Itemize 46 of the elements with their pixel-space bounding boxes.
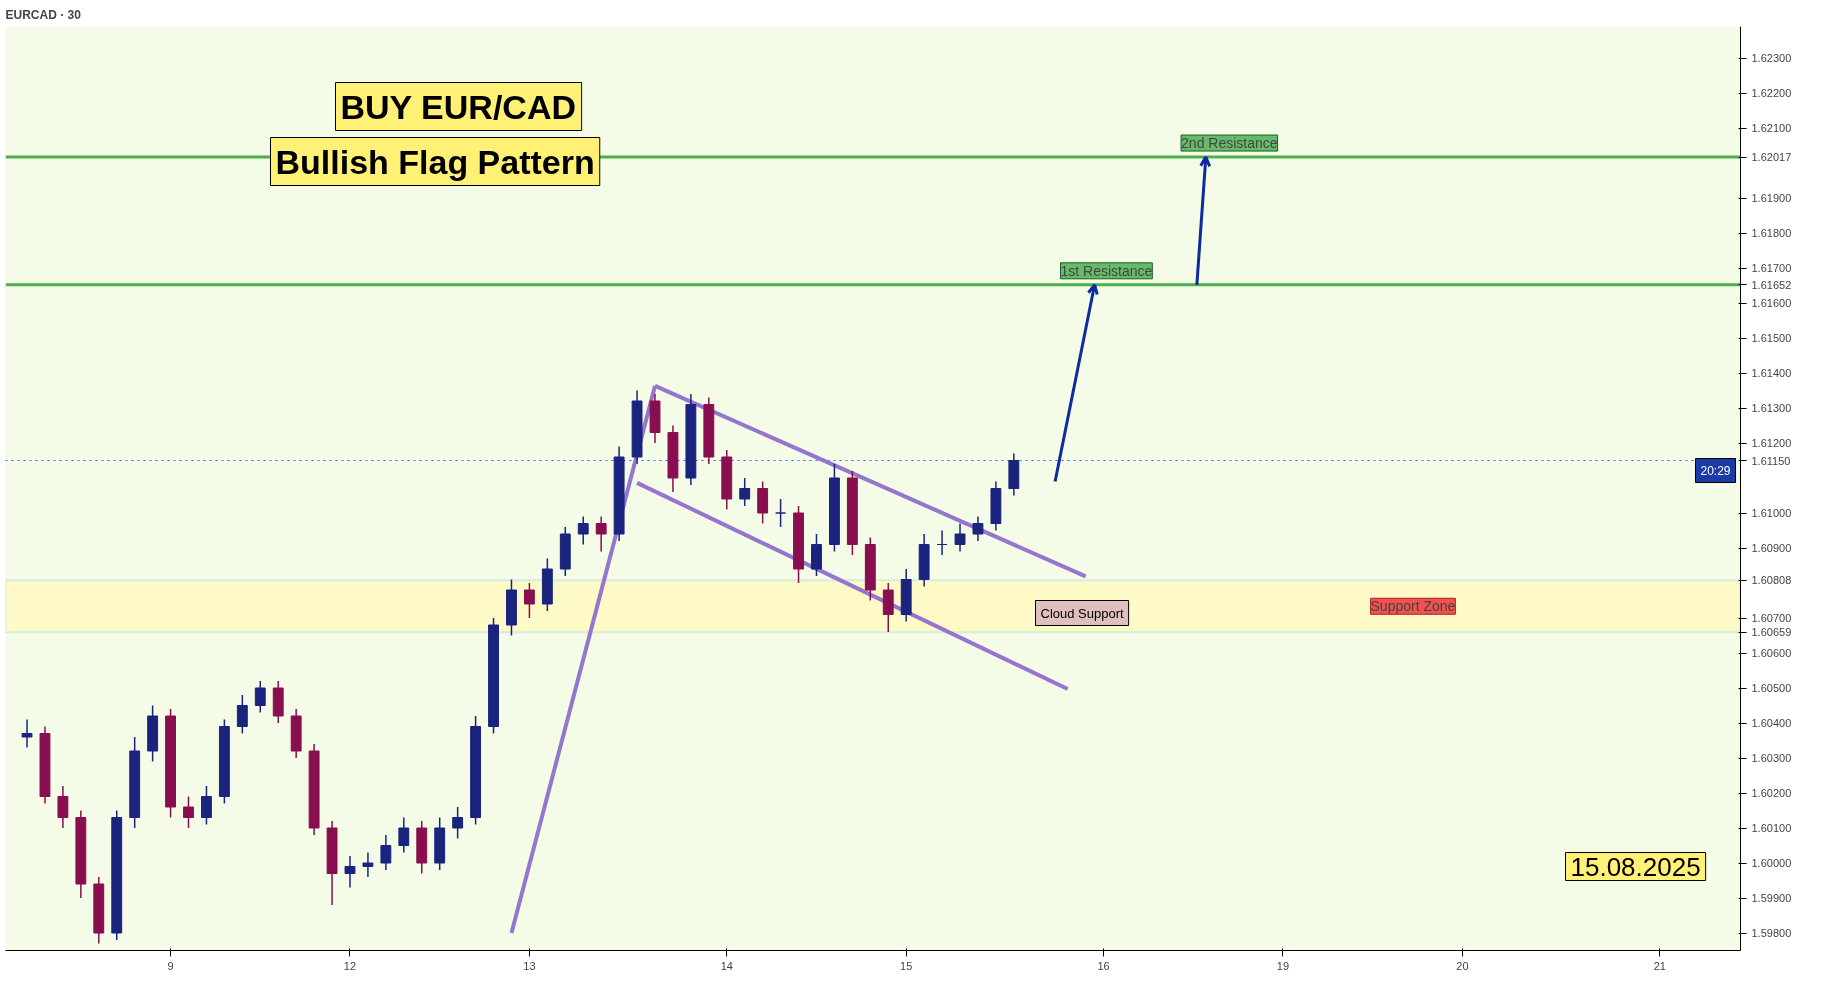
y-tick-label: 1.61700 bbox=[1751, 262, 1792, 274]
y-tick-label: 1.61652 bbox=[1751, 278, 1792, 291]
y-tick-label: 1.61300 bbox=[1751, 402, 1792, 414]
x-tick-label: 16 bbox=[1097, 959, 1110, 972]
y-tick-label: 1.62100 bbox=[1751, 122, 1792, 134]
ref-line-label: 1st Resistance bbox=[1060, 262, 1153, 279]
y-tick-label: 1.61500 bbox=[1751, 332, 1792, 344]
y-tick-label: 1.62300 bbox=[1751, 52, 1792, 64]
y-tick-label: 1.60100 bbox=[1751, 822, 1792, 834]
y-tick-label: 1.61800 bbox=[1751, 227, 1792, 239]
y-tick-label: 1.60700 bbox=[1751, 612, 1792, 624]
y-tick-label: 1.60600 bbox=[1751, 647, 1792, 659]
annotation: Cloud Support bbox=[1040, 605, 1124, 621]
y-tick-label: 1.61150 bbox=[1751, 454, 1791, 467]
y-tick-label: 1.62200 bbox=[1751, 87, 1792, 99]
band-label: Support Zone bbox=[1370, 598, 1456, 615]
x-tick-label: 12 bbox=[343, 959, 357, 972]
annotation: 15.08.2025 bbox=[1570, 851, 1701, 882]
y-tick-label: 1.62017 bbox=[1751, 151, 1792, 164]
y-tick-label: 1.61000 bbox=[1751, 507, 1792, 519]
annotation: BUY EUR/CAD bbox=[340, 87, 577, 126]
y-tick-label: 1.60659 bbox=[1751, 626, 1792, 639]
x-tick-label: 9 bbox=[167, 959, 174, 972]
y-tick-label: 1.60000 bbox=[1751, 857, 1792, 869]
y-tick-label: 1.61600 bbox=[1751, 297, 1792, 309]
ref-line-label: 2nd Resistance bbox=[1181, 135, 1278, 152]
annotation: Bullish Flag Pattern bbox=[275, 142, 595, 181]
x-tick-label: 15 bbox=[900, 959, 913, 972]
annotation: 20:29 bbox=[1700, 463, 1731, 478]
y-tick-label: 1.59800 bbox=[1751, 927, 1792, 939]
y-tick-label: 1.60200 bbox=[1751, 787, 1792, 799]
y-tick-label: 1.60808 bbox=[1751, 574, 1792, 587]
y-tick-label: 1.61900 bbox=[1751, 192, 1792, 204]
y-tick-label: 1.60900 bbox=[1751, 542, 1792, 554]
y-tick-label: 1.59900 bbox=[1751, 892, 1792, 904]
x-tick-label: 20 bbox=[1456, 959, 1469, 972]
y-tick-label: 1.60500 bbox=[1751, 682, 1792, 694]
x-tick-label: 13 bbox=[523, 959, 536, 972]
y-tick-label: 1.61400 bbox=[1751, 367, 1792, 379]
x-tick-label: 14 bbox=[720, 959, 733, 972]
chart-title: EURCAD · 30 bbox=[5, 7, 82, 22]
y-tick-label: 1.60400 bbox=[1751, 717, 1792, 729]
x-tick-label: 19 bbox=[1276, 959, 1290, 972]
y-tick-label: 1.60300 bbox=[1751, 752, 1792, 764]
x-tick-label: 21 bbox=[1653, 959, 1666, 972]
y-tick-label: 1.61200 bbox=[1751, 437, 1792, 449]
